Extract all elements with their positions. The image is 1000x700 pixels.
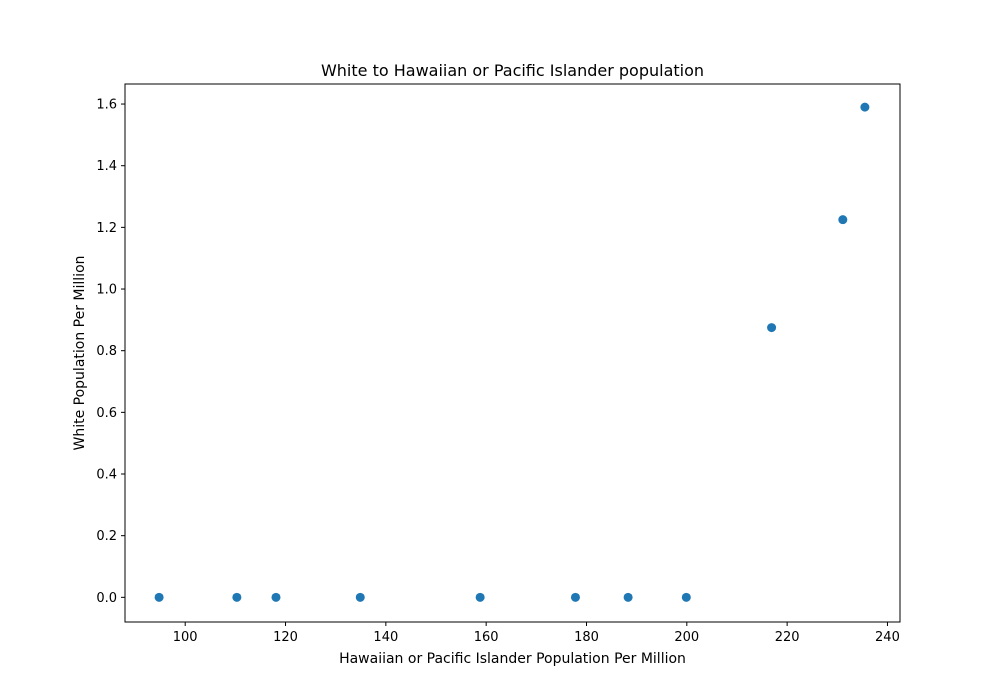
data-point — [154, 592, 164, 602]
y-tick-label: 0.4 — [96, 468, 117, 483]
y-tick-label: 0.2 — [96, 529, 117, 544]
data-point — [475, 592, 485, 602]
data-point — [838, 215, 848, 225]
data-point — [681, 592, 691, 602]
y-tick-label: 0.8 — [96, 344, 117, 359]
data-point — [570, 592, 580, 602]
plot-frame — [124, 83, 901, 623]
data-point — [860, 102, 870, 112]
x-axis-label: Hawaiian or Pacific Islander Population … — [339, 651, 686, 667]
x-tick-label: 240 — [875, 630, 900, 645]
data-point — [271, 592, 281, 602]
x-tick-label: 140 — [373, 630, 398, 645]
x-tick-label: 220 — [775, 630, 800, 645]
data-point — [355, 592, 365, 602]
y-tick-label: 1.6 — [96, 98, 117, 113]
x-tick-label: 100 — [173, 630, 198, 645]
y-axis-label: White Population Per Million — [72, 255, 88, 450]
x-tick-label: 200 — [674, 630, 699, 645]
y-axis-ticks: 0.0 0.2 0.4 0.6 0.8 1.0 1.2 1.4 1.6 — [96, 98, 125, 606]
x-tick-label: 120 — [273, 630, 298, 645]
x-tick-label: 160 — [474, 630, 499, 645]
y-tick-label: 1.4 — [96, 159, 117, 174]
x-tick-label: 180 — [574, 630, 599, 645]
data-point — [623, 592, 633, 602]
data-point — [767, 323, 777, 333]
data-points — [154, 102, 870, 602]
y-tick-label: 1.2 — [96, 221, 117, 236]
y-tick-label: 1.0 — [96, 283, 117, 298]
chart-title: White to Hawaiian or Pacific Islander po… — [321, 61, 704, 80]
y-tick-label: 0.6 — [96, 406, 117, 421]
data-point — [232, 592, 242, 602]
x-axis-ticks: 100 120 140 160 180 200 220 240 — [173, 622, 900, 645]
y-tick-label: 0.0 — [96, 591, 117, 606]
